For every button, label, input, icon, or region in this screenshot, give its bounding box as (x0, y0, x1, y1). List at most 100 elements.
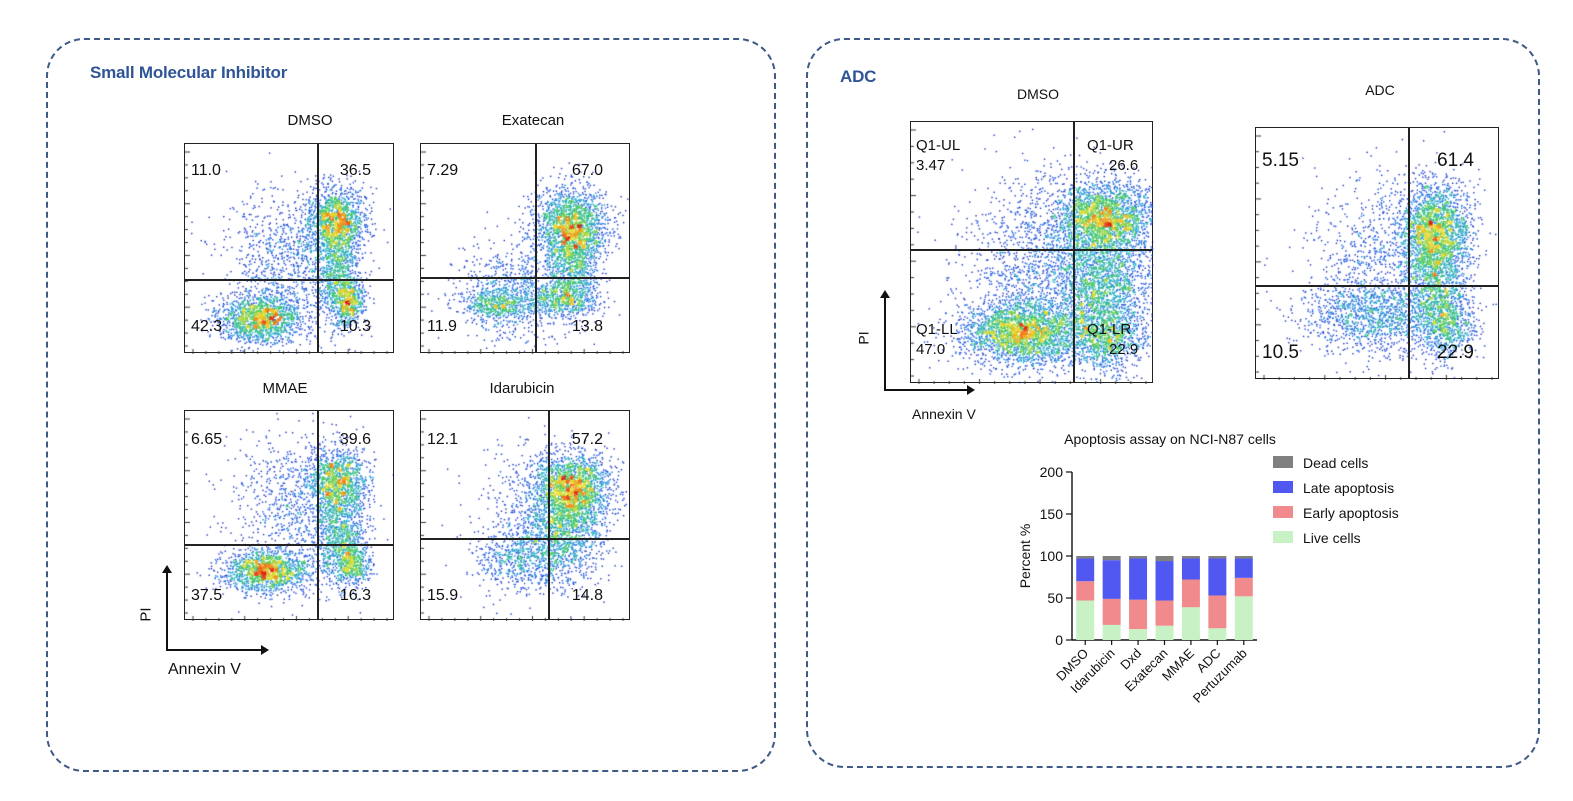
bar-segment-live-cells (1234, 596, 1253, 640)
quadrant-ll-value: 11.9 (427, 318, 457, 335)
quadrant-line-vertical (1408, 128, 1410, 378)
quadrant-ul-name: Q1-UL (916, 137, 961, 154)
bar-segment-late-apoptosis (1076, 558, 1095, 582)
bar-segment-live-cells (1208, 628, 1227, 640)
pi-axis-arrow (880, 290, 890, 390)
adc-panel (806, 38, 1540, 768)
bar-segment-late-apoptosis (1129, 558, 1148, 600)
quadrant-ur-value: 26.6 (1109, 157, 1139, 174)
legend-entry: Live cells (1303, 530, 1361, 546)
quadrant-ur-value: 39.6 (339, 431, 371, 448)
facs-density-dmso (185, 144, 395, 354)
quadrant-ul-value: 5.15 (1262, 150, 1299, 171)
quadrant-line-vertical (317, 411, 319, 619)
bar-segment-early-apoptosis (1076, 581, 1095, 601)
quadrant-line-horizontal (421, 538, 629, 540)
bar-segment-dead-cells (1234, 556, 1253, 559)
legend-swatch (1273, 481, 1293, 493)
adc-panel-title: ADC (840, 67, 877, 86)
bar-segment-early-apoptosis (1181, 579, 1200, 608)
plot-title-mmae: MMAE (262, 380, 308, 397)
facs-plot-adc: 5.15 61.4 10.5 22.9 (1255, 127, 1500, 380)
quadrant-ur-value: 67.0 (571, 162, 603, 179)
facs-density-mmae (185, 411, 395, 621)
quadrant-ul-value: 7.29 (427, 162, 459, 179)
legend-entry: Dead cells (1303, 455, 1368, 471)
small-molecule-panel-title: Small Molecular Inhibitor (90, 63, 288, 82)
bar-segment-early-apoptosis (1155, 600, 1174, 626)
bar-segment-late-apoptosis (1155, 561, 1174, 601)
quadrant-ur-value: 57.2 (571, 431, 603, 448)
quadrant-lr-value: 13.8 (571, 318, 603, 335)
quadrant-line-horizontal (185, 279, 393, 281)
quadrant-line-vertical (548, 411, 550, 619)
apoptosis-bar-chart: Apoptosis assay on NCI-N87 cells 0 50 100 15… (1017, 431, 1399, 706)
facs-density-adc-dmso (911, 122, 1154, 384)
quadrant-ul-value: 3.47 (916, 157, 946, 174)
annexin-axis-arrow (884, 385, 975, 395)
quadrant-ul-value: 11.0 (191, 162, 221, 179)
annexin-axis-arrow (166, 645, 269, 655)
plot-title-idarubicin: Idarubicin (489, 380, 555, 397)
quadrant-ll-value: 42.3 (191, 318, 223, 335)
legend-swatch (1273, 456, 1293, 468)
bar-segment-live-cells (1155, 625, 1174, 640)
quadrant-ll-value: 47.0 (916, 341, 946, 358)
quadrant-ur-label: Q1-UR 26.6 (1087, 136, 1138, 176)
y-axis-label: Percent % (1017, 524, 1033, 589)
quadrant-ll-label: Q1-LL 47.0 (916, 320, 958, 360)
quadrant-lr-value: 10.3 (339, 318, 371, 335)
quadrant-lr-value: 22.9 (1109, 341, 1139, 358)
facs-plot-dmso: 11.0 36.5 42.3 10.3 (184, 143, 395, 354)
bar-segment-late-apoptosis (1102, 560, 1121, 599)
y-tick-label: 0 (1055, 632, 1063, 648)
bar-segment-live-cells (1102, 624, 1121, 640)
bar-segment-early-apoptosis (1234, 577, 1253, 597)
quadrant-lr-label: Q1-LR 22.9 (1087, 320, 1138, 360)
quadrant-lr-value: 16.3 (339, 587, 371, 604)
bar-segment-dead-cells (1129, 556, 1148, 559)
quadrant-lr-value: 22.9 (1437, 342, 1474, 363)
legend-swatch (1273, 531, 1293, 543)
plot-title-dmso: DMSO (287, 112, 333, 129)
bar-segment-dead-cells (1102, 556, 1121, 561)
annexin-axis-label: Annexin V (168, 661, 241, 678)
bar-segment-late-apoptosis (1208, 558, 1227, 596)
pi-axis-arrow (162, 565, 172, 650)
quadrant-ul-label: Q1-UL 3.47 (916, 136, 960, 176)
bar-segment-dead-cells (1181, 556, 1200, 559)
quadrant-lr-name: Q1-LR (1087, 321, 1132, 338)
y-tick-label: 150 (1040, 506, 1064, 522)
facs-density-exatecan (421, 144, 631, 354)
y-tick-label: 100 (1040, 548, 1064, 564)
quadrant-ul-value: 6.65 (191, 431, 223, 448)
quadrant-line-vertical (1073, 122, 1075, 382)
quadrant-ll-name: Q1-LL (916, 321, 958, 338)
quadrant-line-vertical (317, 144, 319, 352)
facs-density-adc (1256, 128, 1500, 380)
small-molecule-panel (46, 38, 776, 772)
plot-title-exatecan: Exatecan (501, 112, 565, 129)
legend-entry: Early apoptosis (1303, 505, 1399, 521)
plot-title-adc-dmso: DMSO (1017, 86, 1059, 102)
chart-title: Apoptosis assay on NCI-N87 cells (1064, 431, 1276, 447)
facs-plot-exatecan: 7.29 67.0 11.9 13.8 (420, 143, 631, 354)
bar-segment-dead-cells (1155, 556, 1174, 562)
quadrant-line-horizontal (421, 277, 629, 279)
bar-segment-late-apoptosis (1181, 558, 1200, 580)
facs-plot-mmae: 6.65 39.6 37.5 16.3 (184, 410, 395, 621)
facs-density-idarubicin (421, 411, 631, 621)
facs-plot-adc-dmso: Q1-UL 3.47 Q1-UR 26.6 Q1-LL 47.0 Q1-LR 22.9 (910, 121, 1154, 384)
pi-axis-label: PI (137, 607, 155, 622)
annexin-axis-label: Annexin V (912, 406, 976, 422)
legend-entry: Late apoptosis (1303, 480, 1394, 496)
facs-plot-idarubicin: 12.1 57.2 15.9 14.8 (420, 410, 631, 621)
plot-title-adc: ADC (1365, 82, 1395, 98)
bar-segment-late-apoptosis (1234, 558, 1253, 578)
quadrant-line-vertical (535, 144, 537, 352)
quadrant-ll-value: 37.5 (191, 587, 223, 604)
legend-swatch (1273, 506, 1293, 518)
quadrant-ll-value: 10.5 (1262, 342, 1299, 363)
pi-axis-label: PI (855, 331, 872, 345)
quadrant-line-horizontal (911, 249, 1152, 251)
